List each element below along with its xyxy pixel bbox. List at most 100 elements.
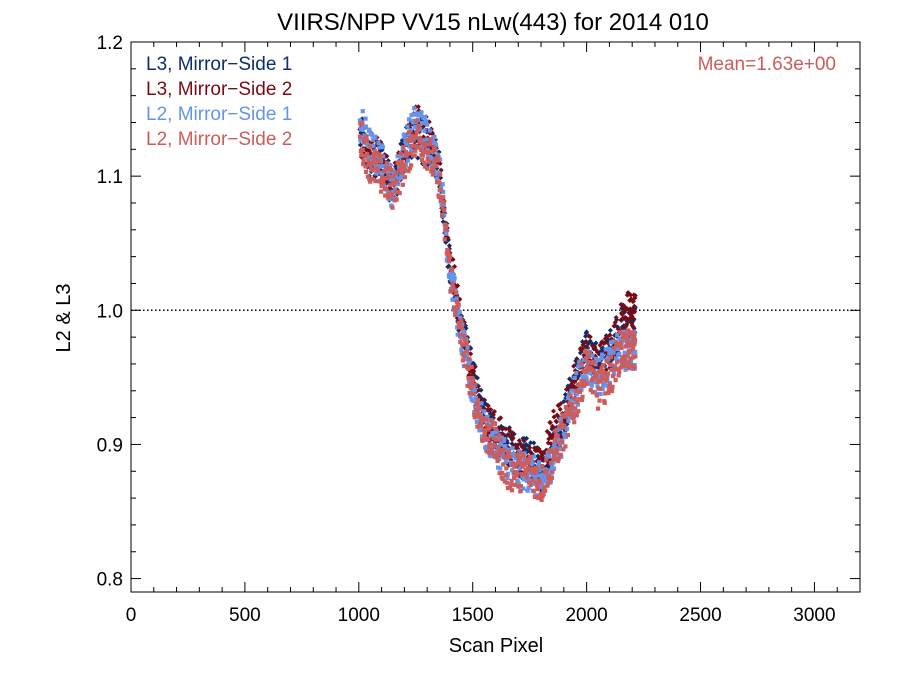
data-point [550, 469, 555, 474]
data-point [528, 440, 534, 446]
data-point [590, 390, 595, 395]
data-point [479, 434, 485, 439]
data-point [611, 350, 616, 355]
data-point [432, 140, 438, 145]
data-point [467, 390, 472, 396]
data-point [447, 254, 453, 260]
data-point [618, 365, 623, 370]
data-point [598, 391, 603, 397]
data-point [384, 161, 389, 166]
data-point [558, 424, 563, 429]
data-point [440, 205, 445, 210]
data-point [473, 382, 478, 388]
data-point [629, 356, 634, 361]
data-point [468, 385, 473, 390]
data-point [631, 325, 637, 331]
data-point [389, 167, 394, 172]
data-point [391, 177, 396, 182]
data-point [367, 127, 372, 132]
data-point [572, 420, 577, 425]
data-point [471, 391, 476, 396]
data-point [450, 281, 455, 286]
data-point [497, 433, 502, 438]
data-point [391, 182, 397, 187]
data-point [570, 411, 575, 417]
data-point [582, 378, 587, 384]
data-point [477, 406, 483, 411]
data-point [457, 324, 462, 329]
data-point [416, 113, 421, 118]
data-point [607, 386, 612, 391]
data-point [480, 438, 485, 443]
data-point [458, 315, 463, 320]
data-point [358, 138, 363, 143]
data-point [474, 419, 479, 424]
data-point [360, 147, 365, 152]
data-point [418, 147, 424, 152]
data-point [524, 474, 530, 480]
data-point [552, 441, 557, 446]
data-point [624, 333, 630, 339]
data-point [382, 183, 387, 188]
data-point [604, 378, 609, 383]
data-point [526, 460, 531, 465]
data-point [417, 139, 422, 144]
data-point [372, 148, 377, 153]
data-point [583, 333, 589, 339]
data-point [556, 458, 561, 464]
data-point [418, 137, 423, 142]
data-point [531, 454, 536, 459]
data-point [550, 449, 556, 454]
x-tick-label: 0 [126, 605, 137, 626]
data-point [377, 158, 383, 164]
data-point [573, 406, 578, 411]
data-point [575, 402, 580, 407]
data-point [468, 394, 473, 399]
data-point [604, 359, 609, 364]
data-point [612, 364, 617, 369]
data-point [543, 475, 548, 480]
data-point [445, 256, 450, 261]
data-point [558, 429, 564, 436]
data-point [498, 447, 503, 453]
data-point [518, 483, 523, 489]
data-point [425, 147, 430, 152]
data-point [561, 447, 566, 452]
data-point [626, 316, 632, 322]
data-point [471, 368, 477, 374]
data-point [558, 416, 563, 421]
data-point [492, 443, 497, 448]
data-point [459, 347, 464, 352]
data-point [600, 352, 605, 357]
data-point [460, 322, 465, 327]
data-point [441, 202, 446, 207]
data-point [444, 223, 449, 229]
legend-entry: L2, Mirror−Side 1 [146, 104, 292, 125]
data-point [515, 442, 521, 448]
data-point [450, 297, 455, 302]
data-point [565, 395, 571, 401]
data-point [489, 447, 494, 452]
data-point [583, 369, 588, 375]
data-point [597, 398, 602, 403]
data-point [388, 177, 394, 182]
data-point [607, 327, 613, 333]
data-point [382, 168, 387, 174]
data-point [602, 400, 607, 405]
data-point [422, 128, 427, 133]
data-point [548, 460, 553, 466]
data-point [484, 422, 489, 427]
data-point [515, 460, 520, 466]
data-point [551, 460, 556, 465]
legend-entry: L3, Mirror−Side 2 [146, 79, 292, 100]
data-point [625, 339, 630, 344]
data-point [361, 158, 366, 163]
data-point [376, 179, 382, 184]
data-point [361, 162, 366, 167]
data-point [485, 407, 491, 413]
data-point [433, 147, 438, 152]
data-point [371, 143, 376, 149]
data-point [533, 470, 538, 476]
data-point [617, 336, 622, 341]
data-point [509, 468, 515, 473]
